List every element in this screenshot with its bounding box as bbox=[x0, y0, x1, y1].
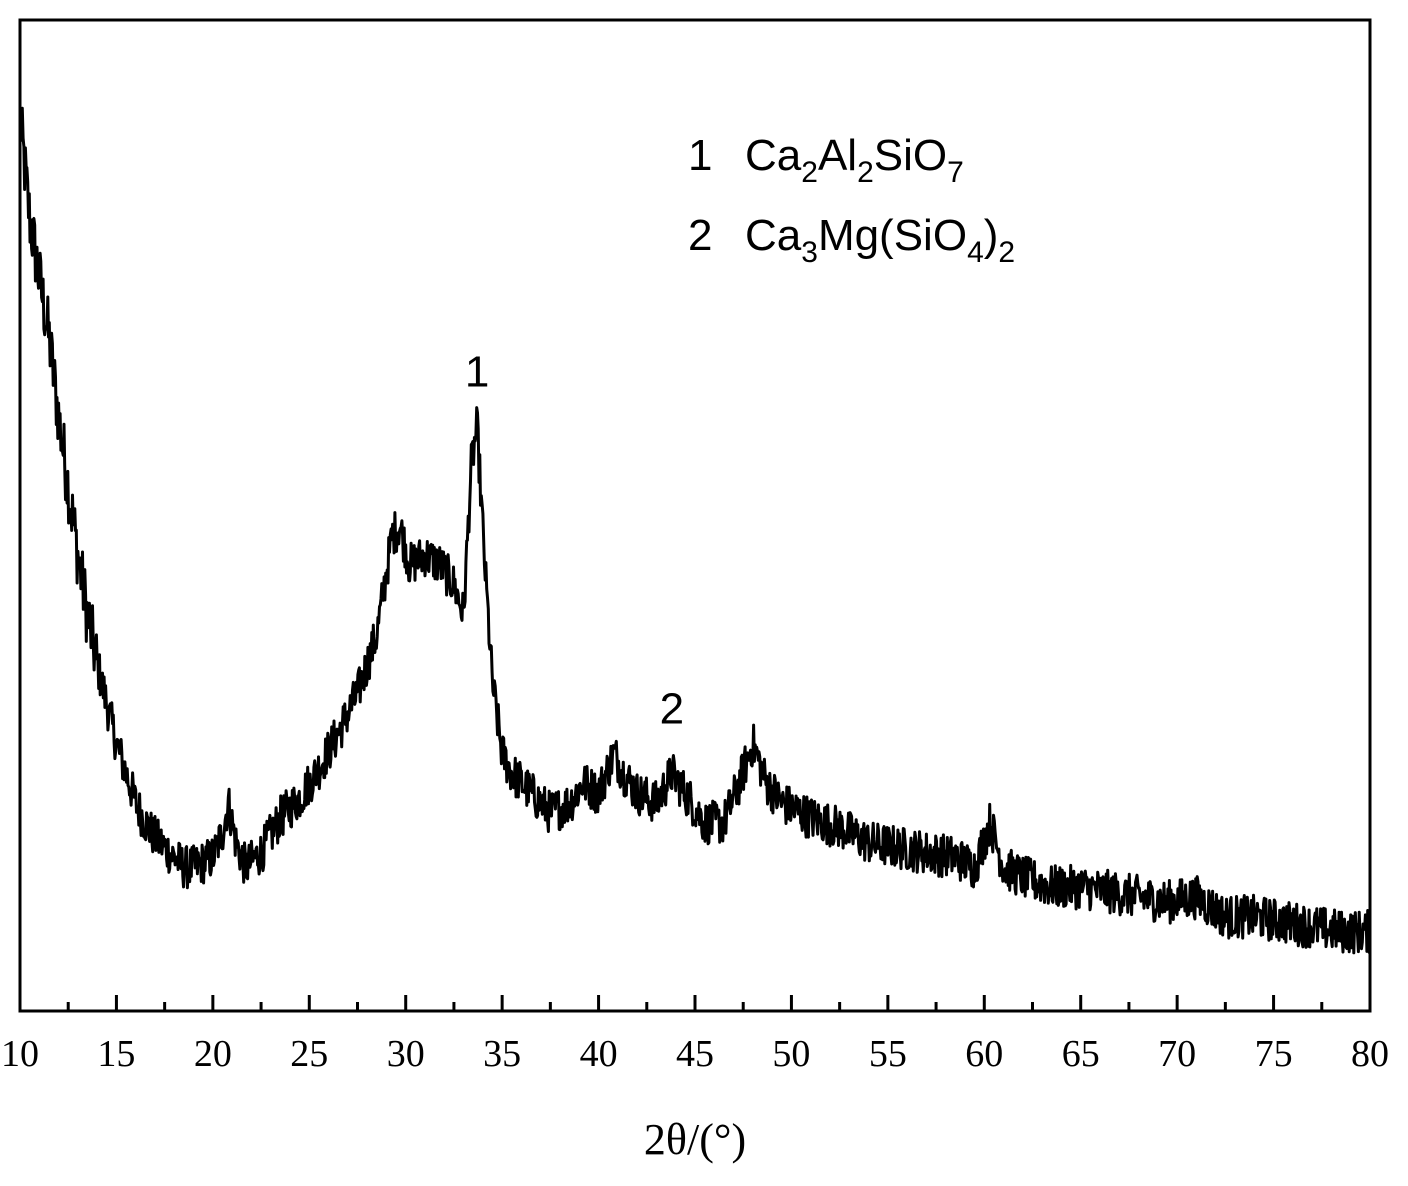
x-tick-label: 10 bbox=[1, 1033, 39, 1075]
peak-annotations: 12 bbox=[465, 348, 684, 734]
legend-index-1: 1 bbox=[688, 131, 712, 180]
x-tick-label: 65 bbox=[1062, 1033, 1100, 1075]
legend-entry-1: Ca2Al2SiO7 bbox=[745, 131, 964, 189]
x-axis-title: 2θ/(°) bbox=[644, 1115, 746, 1164]
x-tick-label: 15 bbox=[97, 1033, 135, 1075]
legend-index-2: 2 bbox=[688, 211, 712, 260]
x-axis-tick-labels: 10 15 20 25 30 35 40 45 50 55 60 65 70 75 80 bbox=[1, 1033, 1389, 1075]
x-tick-label: 70 bbox=[1158, 1033, 1196, 1075]
x-tick-label: 75 bbox=[1255, 1033, 1293, 1075]
x-tick-label: 40 bbox=[580, 1033, 618, 1075]
x-axis-ticks bbox=[18, 995, 1372, 1011]
x-tick-label: 55 bbox=[869, 1033, 907, 1075]
x-tick-label: 50 bbox=[772, 1033, 810, 1075]
x-tick-label: 35 bbox=[483, 1033, 521, 1075]
x-tick-label: 20 bbox=[194, 1033, 232, 1075]
legend: 1 Ca2Al2SiO7 2 Ca3Mg(SiO4)2 bbox=[688, 131, 1015, 269]
x-tick-label: 45 bbox=[676, 1033, 714, 1075]
x-tick-label: 80 bbox=[1351, 1033, 1389, 1075]
peak-label-1: 1 bbox=[465, 348, 489, 397]
peak-label-2: 2 bbox=[660, 685, 684, 734]
series-line bbox=[18, 106, 1372, 955]
x-tick-label: 25 bbox=[290, 1033, 328, 1075]
x-tick-label: 30 bbox=[387, 1033, 425, 1075]
legend-entry-2: Ca3Mg(SiO4)2 bbox=[745, 211, 1015, 269]
x-tick-label: 60 bbox=[965, 1033, 1003, 1075]
